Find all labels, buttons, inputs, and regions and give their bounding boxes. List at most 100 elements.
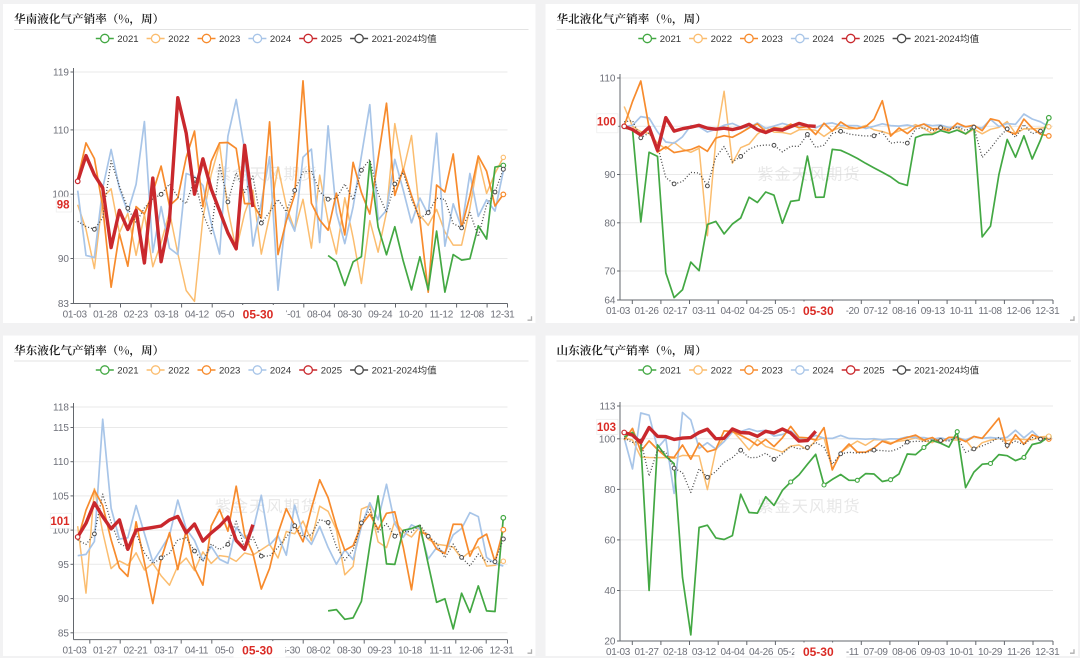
svg-text:4: 4 xyxy=(955,366,961,377)
svg-text:0: 0 xyxy=(716,34,721,45)
svg-text:10-18: 10-18 xyxy=(398,646,423,657)
svg-text:115: 115 xyxy=(53,423,69,434)
svg-text:1: 1 xyxy=(930,366,935,377)
svg-text:2: 2 xyxy=(219,366,224,377)
svg-text:98: 98 xyxy=(57,200,70,212)
svg-text:2: 2 xyxy=(721,34,726,45)
svg-text:2: 2 xyxy=(270,366,275,377)
svg-text:2: 2 xyxy=(396,366,401,377)
svg-text:12-06: 12-06 xyxy=(1007,306,1032,317)
svg-text:05-30: 05-30 xyxy=(242,644,273,658)
svg-text:12-31: 12-31 xyxy=(1035,306,1060,317)
svg-text:05-07: 05-07 xyxy=(215,310,240,321)
svg-text:119: 119 xyxy=(53,68,69,79)
svg-text:08-02: 08-02 xyxy=(306,646,331,657)
svg-text:0: 0 xyxy=(275,366,280,377)
svg-text:03-18: 03-18 xyxy=(154,310,179,321)
svg-text:4: 4 xyxy=(955,34,961,45)
svg-text:2: 2 xyxy=(281,366,286,377)
svg-text:2: 2 xyxy=(407,34,412,45)
svg-text:05-30: 05-30 xyxy=(803,304,834,318)
svg-text:2: 2 xyxy=(128,366,133,377)
svg-text:70: 70 xyxy=(604,267,616,278)
svg-text:07-01: 07-01 xyxy=(277,310,302,321)
svg-text:90: 90 xyxy=(58,594,70,605)
svg-text:2: 2 xyxy=(772,34,777,45)
svg-text:2: 2 xyxy=(331,366,336,377)
svg-text:11-12: 11-12 xyxy=(430,310,454,321)
svg-text:1: 1 xyxy=(133,34,138,45)
svg-text:0: 0 xyxy=(716,366,721,377)
svg-text:09-03: 09-03 xyxy=(921,647,946,658)
svg-text:105: 105 xyxy=(52,491,69,502)
svg-text:03-12: 03-12 xyxy=(692,647,717,658)
svg-text:5: 5 xyxy=(879,34,884,45)
svg-text:0: 0 xyxy=(767,366,772,377)
svg-text:01-03: 01-03 xyxy=(63,310,88,321)
svg-text:-: - xyxy=(935,34,938,45)
svg-text:2: 2 xyxy=(925,34,930,45)
svg-text:01-28: 01-28 xyxy=(93,310,118,321)
svg-text:2: 2 xyxy=(230,34,235,45)
svg-text:10-29: 10-29 xyxy=(978,647,1003,658)
svg-text:90: 90 xyxy=(604,170,616,181)
svg-text:01-03: 01-03 xyxy=(62,646,87,657)
svg-text:0: 0 xyxy=(869,34,874,45)
svg-text:2: 2 xyxy=(128,34,133,45)
svg-text:08-16: 08-16 xyxy=(892,306,917,317)
svg-text:01-03: 01-03 xyxy=(606,647,631,658)
svg-text:12-31: 12-31 xyxy=(490,310,515,321)
svg-text:80: 80 xyxy=(604,485,616,496)
svg-text:2: 2 xyxy=(721,366,726,377)
svg-text:103: 103 xyxy=(597,422,616,434)
svg-text:2: 2 xyxy=(117,34,122,45)
svg-text:0: 0 xyxy=(665,366,670,377)
svg-text:2: 2 xyxy=(727,34,732,45)
svg-text:0: 0 xyxy=(377,366,382,377)
svg-text:80: 80 xyxy=(604,218,616,229)
svg-text:40: 40 xyxy=(604,586,616,597)
svg-text:2: 2 xyxy=(939,366,944,377)
svg-text:04-12: 04-12 xyxy=(185,310,210,321)
svg-text:2: 2 xyxy=(863,366,868,377)
svg-text:113: 113 xyxy=(600,402,616,413)
svg-text:2: 2 xyxy=(772,366,777,377)
svg-text:3: 3 xyxy=(235,34,240,45)
svg-text:2: 2 xyxy=(281,34,286,45)
svg-text:0: 0 xyxy=(402,366,407,377)
svg-text:2: 2 xyxy=(914,366,919,377)
svg-text:2: 2 xyxy=(382,366,387,377)
svg-text:12-31: 12-31 xyxy=(1035,647,1060,658)
svg-text:04-26: 04-26 xyxy=(749,647,774,658)
svg-text:05-18: 05-18 xyxy=(778,306,803,317)
svg-text:11-11: 11-11 xyxy=(429,646,452,657)
svg-text:0: 0 xyxy=(869,366,874,377)
svg-text:0: 0 xyxy=(818,366,823,377)
svg-text:06-20: 06-20 xyxy=(835,306,860,317)
svg-text:2: 2 xyxy=(874,34,879,45)
svg-text:2: 2 xyxy=(823,366,828,377)
svg-text:100: 100 xyxy=(52,190,69,201)
svg-text:5: 5 xyxy=(337,366,342,377)
svg-text:10-11: 10-11 xyxy=(950,306,974,317)
svg-text:10-01: 10-01 xyxy=(949,647,974,658)
svg-text:02-17: 02-17 xyxy=(663,306,688,317)
svg-text:2: 2 xyxy=(117,366,122,377)
svg-text:0: 0 xyxy=(665,34,670,45)
svg-text:04-25: 04-25 xyxy=(749,306,774,317)
svg-text:2: 2 xyxy=(727,366,732,377)
svg-text:110: 110 xyxy=(53,457,69,468)
svg-text:0: 0 xyxy=(944,34,949,45)
svg-text:1: 1 xyxy=(133,366,138,377)
svg-text:85: 85 xyxy=(58,628,70,639)
svg-text:01-03: 01-03 xyxy=(606,306,631,317)
svg-text:2: 2 xyxy=(321,34,326,45)
svg-text:05-06: 05-06 xyxy=(215,646,240,657)
svg-text:08-04: 08-04 xyxy=(307,310,332,321)
svg-text:0: 0 xyxy=(377,34,382,45)
svg-text:09-23: 09-23 xyxy=(367,646,392,657)
svg-text:2: 2 xyxy=(184,34,189,45)
svg-text:20: 20 xyxy=(604,637,616,648)
svg-text:0: 0 xyxy=(919,34,924,45)
svg-text:110: 110 xyxy=(53,125,69,136)
